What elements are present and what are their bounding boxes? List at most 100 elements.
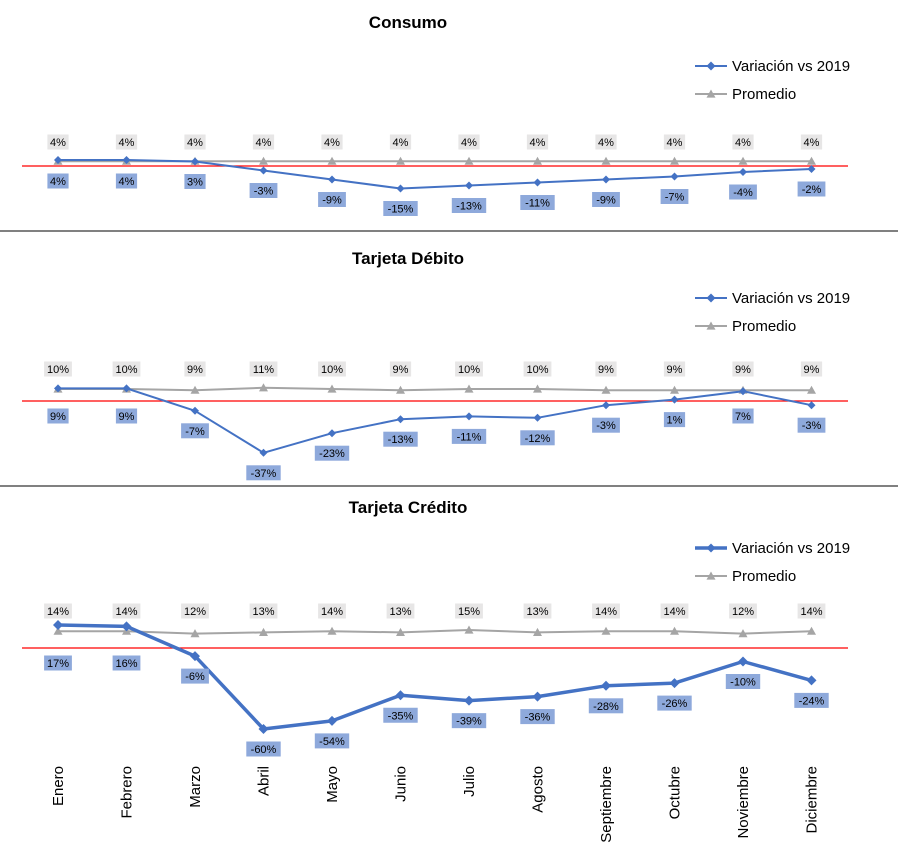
chart1-average-label-bg [184, 134, 206, 150]
chart1-average-point [738, 156, 748, 165]
chart2-average-label-bg [249, 361, 278, 377]
chart3-variation-point [532, 691, 543, 702]
chart3-average-point [259, 627, 268, 636]
chart2-variation-label: 7% [735, 411, 751, 423]
chart2-average-label: 10% [526, 364, 548, 376]
chart1-average-label-bg [458, 134, 480, 150]
chart1-variation-label: 3% [187, 177, 203, 189]
chart1-variation-label: -9% [596, 195, 616, 207]
chart3-average-label: 14% [321, 606, 343, 618]
chart3-variation-point [53, 620, 63, 631]
x-tick-label: Mayo [324, 766, 341, 803]
chart1-variation-label: -4% [733, 187, 753, 199]
chart3-variation-point [806, 675, 817, 686]
chart1-variation-point [191, 157, 199, 166]
chart1-variation-point [807, 165, 816, 173]
chart2-average-point [396, 385, 405, 394]
chart1-variation-label-bg [383, 201, 418, 216]
chart1-variation-label-bg [520, 195, 555, 210]
chart3-average-point [601, 626, 611, 635]
chart1-variation-point [739, 168, 747, 176]
chart1-variation-label-bg [660, 189, 689, 204]
chart1-average-label-bg [321, 134, 343, 150]
chart3-average-point [533, 627, 542, 636]
chart2-average-label: 10% [321, 364, 343, 376]
chart3-average-label-bg [660, 603, 689, 619]
chart1-variation-label: -7% [665, 192, 685, 204]
x-tick-label: Agosto [530, 766, 547, 813]
chart2-variation-line [58, 387, 812, 454]
chart1-average-label-bg [663, 134, 686, 150]
chart1-variation-point [465, 181, 473, 190]
chart2-variation-label: 1% [667, 415, 683, 427]
chart3-variation-label: 17% [47, 658, 69, 670]
chart2-variation-label: -13% [388, 434, 414, 446]
chart3-variation-label-bg [181, 668, 209, 684]
chart3-variation-label: -24% [799, 695, 825, 707]
chart2-average-label: 9% [393, 364, 409, 376]
chart2-variation-label: -37% [251, 468, 277, 480]
chart2-variation-label: -3% [596, 420, 616, 432]
chart2-variation-label: -7% [185, 426, 205, 438]
chart2-variation-label: -3% [802, 420, 822, 432]
chart3-variation-label: 16% [115, 658, 137, 670]
chart1-title: Consumo [369, 13, 447, 32]
chart2-variation-label-bg [592, 417, 620, 433]
chart3-variation-label-bg [588, 698, 624, 714]
chart2-variation-label-bg [115, 408, 138, 424]
chart3-average-label-bg [523, 603, 552, 619]
x-tick-label: Febrero [119, 766, 136, 819]
chart1-variation-label: -13% [456, 201, 482, 213]
chart2-average-label: 10% [115, 364, 137, 376]
chart1-average-label-bg [526, 134, 549, 150]
chart3-average-label: 15% [458, 606, 480, 618]
chart1-average-label: 4% [187, 137, 203, 149]
chart2-average-point [670, 385, 679, 394]
chart3-average-label-bg [797, 603, 826, 619]
chart2-average-point [190, 385, 200, 394]
chart3-variation-point [601, 680, 611, 691]
chart2-variation-label: -12% [525, 433, 551, 445]
x-tick-label: Enero [50, 766, 67, 806]
chart3-average-label: 14% [800, 606, 822, 618]
chart2-average-label-bg [389, 361, 412, 377]
chart1-variation-label-bg [249, 183, 278, 198]
chart3-average-label: 14% [595, 606, 617, 618]
chart3-variation-label: -54% [319, 736, 345, 748]
chart2-variation-label-bg [520, 430, 555, 446]
chart1-variation-label: -15% [388, 204, 414, 216]
chart1-average-label-bg [252, 134, 275, 150]
chart1-average-label: 4% [256, 137, 272, 149]
chart3-legend-average-marker [706, 571, 716, 580]
chart3-variation-point [190, 651, 200, 662]
chart3-average-point [464, 625, 474, 634]
chart2-average-point [533, 384, 542, 393]
chart2-average-label-bg [112, 361, 141, 377]
chart3-variation-point [669, 678, 680, 689]
chart3-variation-label: -28% [593, 701, 619, 713]
chart1-average-label-bg [800, 134, 823, 150]
chart2-average-label-bg [44, 361, 72, 377]
chart3-variation-line [57, 623, 812, 731]
chart2-average-label-bg [184, 361, 206, 377]
chart2-legend-variation-marker [706, 293, 716, 303]
chart1-average-label: 4% [598, 137, 614, 149]
chart3-average-point [807, 626, 816, 635]
chart2-variation-label: 9% [119, 411, 135, 423]
chart3-variation-label-bg [44, 655, 72, 671]
chart1-variation-label-bg [797, 181, 826, 197]
chart2-average-label-bg [732, 361, 754, 377]
chart2-average-label: 9% [187, 364, 203, 376]
chart2-variation-label-bg [451, 428, 487, 444]
chart3-variation-label: -39% [456, 716, 482, 728]
chart1-average-point [807, 156, 816, 165]
chart3-variation-point [738, 656, 748, 667]
chart3-average-label-bg [318, 603, 346, 619]
chart3-variation-label-bg [383, 707, 418, 723]
chart3-average-label-bg [44, 603, 72, 619]
chart2-variation-point [533, 413, 542, 422]
chart1-average-label-bg [47, 134, 69, 150]
chart2-variation-label-bg [314, 445, 350, 461]
chart2-variation-point [739, 387, 747, 396]
